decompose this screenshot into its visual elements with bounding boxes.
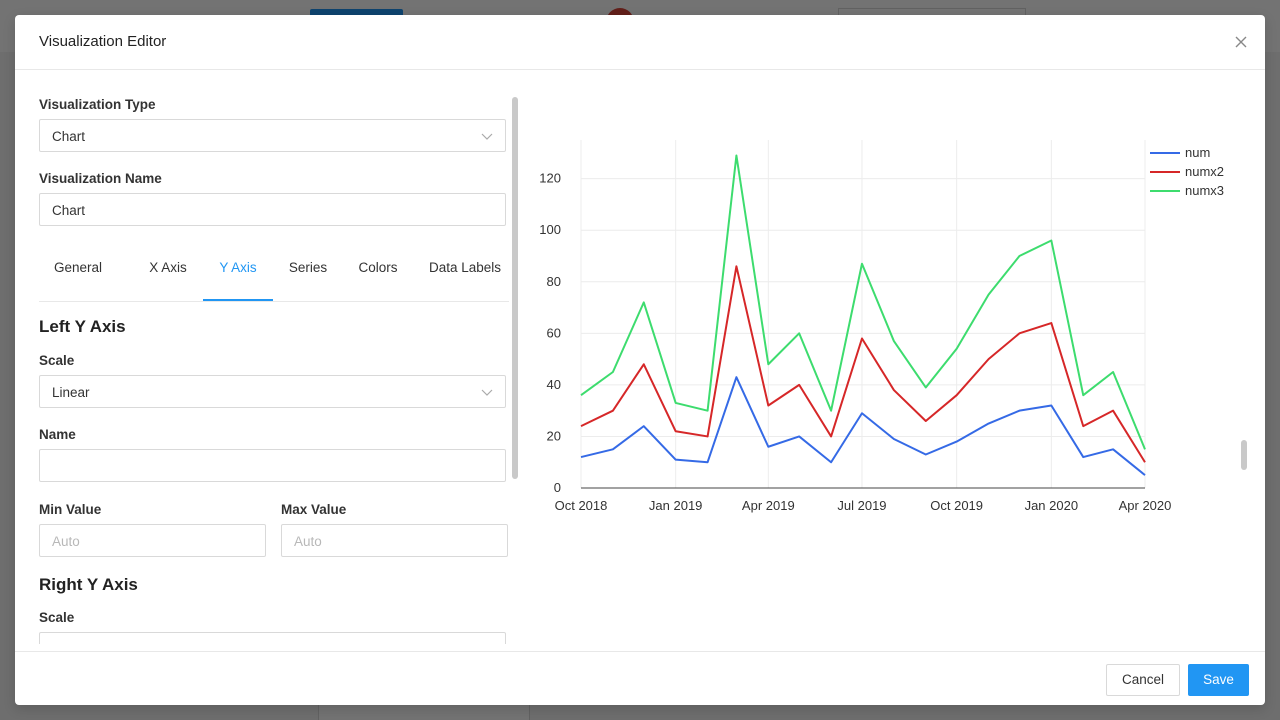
max-value-label: Max Value xyxy=(281,502,347,517)
visualization-type-select[interactable]: Chart xyxy=(39,119,506,152)
editor-form: Visualization Type Chart Visualization N… xyxy=(39,70,509,644)
y-tick-label: 0 xyxy=(554,480,561,495)
tab-y-axis[interactable]: Y Axis xyxy=(203,253,273,301)
x-tick-label: Jan 2020 xyxy=(1025,498,1079,513)
x-tick-label: Apr 2019 xyxy=(742,498,795,513)
min-value-input[interactable]: Auto xyxy=(39,524,266,557)
line-chart: 0 20 40 60 80 100 120 Oct 2018 Jan 2019 Apr 2019 J… xyxy=(539,140,1224,513)
series-line-num xyxy=(580,376,1146,476)
close-icon xyxy=(1235,36,1247,48)
legend-label-numx3: numx3 xyxy=(1185,183,1224,198)
y-tick-label: 20 xyxy=(547,428,561,443)
left-scale-select[interactable]: Linear xyxy=(39,375,506,408)
series-line-numx2 xyxy=(580,265,1146,463)
legend-label-numx2: numx2 xyxy=(1185,164,1224,179)
visualization-type-label: Visualization Type xyxy=(39,97,156,112)
close-button[interactable] xyxy=(1231,32,1251,52)
series-line-numx3 xyxy=(580,154,1146,450)
min-value-placeholder: Auto xyxy=(52,534,80,549)
visualization-editor-modal: Visualization Editor Visualization Type … xyxy=(15,15,1265,705)
modal-title: Visualization Editor xyxy=(39,33,167,50)
tab-general[interactable]: General xyxy=(53,260,103,275)
preview-scrollbar[interactable] xyxy=(1241,440,1247,470)
min-value-label: Min Value xyxy=(39,502,102,517)
tab-x-axis[interactable]: X Axis xyxy=(149,260,187,275)
tab-data-labels[interactable]: Data Labels xyxy=(428,260,502,275)
left-name-label: Name xyxy=(39,427,76,442)
right-y-axis-heading: Right Y Axis xyxy=(39,575,138,594)
visualization-name-value: Chart xyxy=(52,203,86,218)
tab-series[interactable]: Series xyxy=(288,260,328,275)
x-tick-label: Jul 2019 xyxy=(837,498,886,513)
x-tick-label: Jan 2019 xyxy=(649,498,703,513)
left-scale-value: Linear xyxy=(52,385,90,400)
right-scale-label: Scale xyxy=(39,610,75,625)
chevron-down-icon xyxy=(481,133,493,140)
modal-footer: Cancel Save xyxy=(15,651,1265,705)
y-tick-label: 120 xyxy=(539,171,561,186)
chart-preview: 0 20 40 60 80 100 120 Oct 2018 Jan 2019 Apr 2019 J… xyxy=(535,70,1255,550)
chevron-down-icon xyxy=(481,389,493,396)
modal-body: Visualization Type Chart Visualization N… xyxy=(15,70,1265,652)
visualization-name-label: Visualization Name xyxy=(39,171,162,186)
right-scale-select[interactable] xyxy=(39,632,506,644)
visualization-type-value: Chart xyxy=(52,129,86,144)
cancel-button[interactable]: Cancel xyxy=(1106,664,1180,696)
y-tick-label: 100 xyxy=(539,222,561,237)
y-tick-label: 60 xyxy=(547,325,561,340)
form-scrollbar[interactable] xyxy=(512,97,518,479)
y-tick-label: 80 xyxy=(547,274,561,289)
left-scale-label: Scale xyxy=(39,353,75,368)
save-button[interactable]: Save xyxy=(1188,664,1249,696)
tab-colors[interactable]: Colors xyxy=(358,260,398,275)
left-y-axis-heading: Left Y Axis xyxy=(39,317,126,336)
y-tick-label: 40 xyxy=(547,377,561,392)
legend-label-num: num xyxy=(1185,145,1210,160)
x-tick-label: Oct 2019 xyxy=(930,498,983,513)
max-value-placeholder: Auto xyxy=(294,534,322,549)
visualization-name-input[interactable]: Chart xyxy=(39,193,506,226)
modal-header: Visualization Editor xyxy=(15,15,1265,70)
editor-tabs: General X Axis Y Axis Series Colors Data… xyxy=(39,253,509,302)
x-tick-label: Oct 2018 xyxy=(555,498,608,513)
x-tick-label: Apr 2020 xyxy=(1119,498,1172,513)
max-value-input[interactable]: Auto xyxy=(281,524,508,557)
left-name-input[interactable] xyxy=(39,449,506,482)
